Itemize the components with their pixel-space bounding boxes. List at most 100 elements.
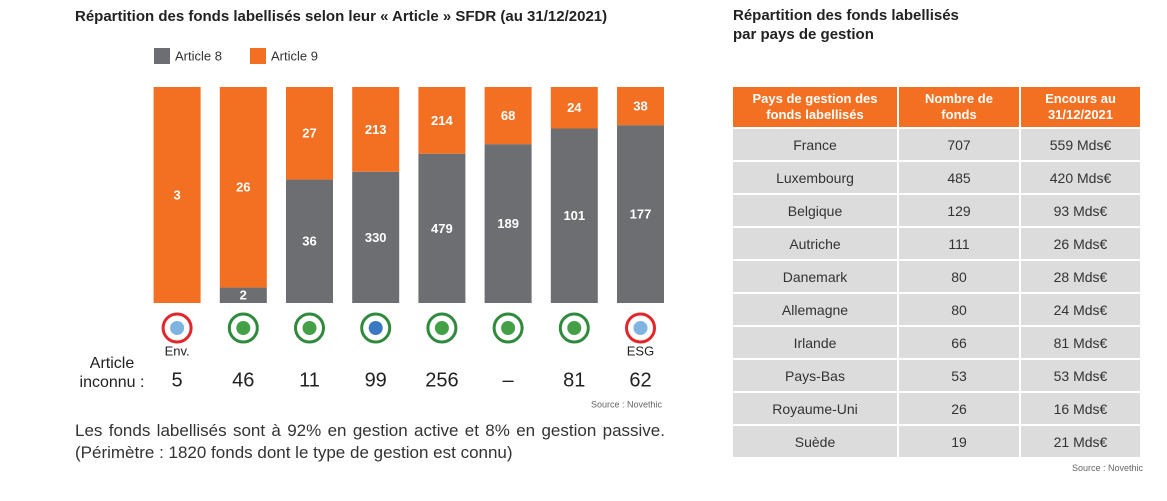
header-line: fonds labellisés [766, 107, 864, 122]
table-title-line: par pays de gestion [733, 26, 874, 43]
row: Irlande 66 81 Mds€ [733, 327, 1140, 358]
value-label: 2 [240, 288, 247, 303]
cell: 26 Mds€ [1021, 228, 1140, 259]
cell: Danemark [733, 261, 897, 292]
bar-segment [484, 144, 532, 303]
unknown-label: Article [90, 355, 135, 372]
row: Royaume-Uni 26 16 Mds€ [733, 393, 1140, 424]
cell: 24 Mds€ [1021, 294, 1140, 325]
bar-segment [219, 287, 267, 303]
cell: Suède [733, 426, 897, 457]
cell: France [733, 129, 897, 160]
chart: Répartition des fonds labellisés selon l… [75, 8, 664, 409]
cell: 66 [899, 327, 1019, 358]
row: Danemark 80 28 Mds€ [733, 261, 1140, 292]
label-icon [360, 312, 392, 344]
header-line: Nombre de [925, 91, 993, 106]
icon-core [368, 321, 383, 335]
cell: 420 Mds€ [1021, 162, 1140, 193]
icon-core [567, 321, 582, 335]
header-line: fonds [941, 107, 977, 122]
row: Suède 19 21 Mds€ [733, 426, 1140, 457]
header-line: Encours au [1045, 91, 1116, 106]
unknown-value: 5 [172, 369, 183, 391]
row: Autriche 111 26 Mds€ [733, 228, 1140, 259]
cell: Allemagne [733, 294, 897, 325]
cell: Autriche [733, 228, 897, 259]
label-icon [294, 312, 325, 344]
bar-segment [617, 87, 664, 126]
bar-segment [286, 179, 333, 303]
header-line: Pays de gestion des [752, 91, 878, 106]
cell: 81 Mds€ [1021, 327, 1140, 358]
row: Pays-Bas 53 53 Mds€ [733, 360, 1140, 391]
source: Source : Novethic [591, 399, 663, 409]
icon-core [501, 321, 516, 335]
cell: 80 [899, 261, 1019, 292]
bar-segment [484, 87, 532, 145]
chart-title: Répartition des fonds labellisés selon l… [75, 8, 607, 25]
header-line: 31/12/2021 [1047, 107, 1114, 122]
value-label: 68 [501, 108, 515, 123]
value-label: 330 [365, 230, 387, 245]
cell: 93 Mds€ [1021, 195, 1140, 226]
bar-segment [219, 87, 267, 288]
table-source: Source : Novethic [1071, 463, 1143, 473]
row: France 707 559 Mds€ [733, 129, 1140, 160]
cell: Royaume-Uni [733, 393, 897, 424]
label-icon [161, 312, 193, 344]
bar-segment [550, 87, 598, 129]
label-icon [492, 312, 524, 344]
value-label: 479 [431, 221, 453, 236]
unknown-value: 46 [232, 369, 254, 391]
cell: 53 Mds€ [1021, 360, 1140, 391]
icon-core [302, 321, 317, 335]
value-label: 38 [633, 99, 647, 114]
value-label: 27 [302, 126, 316, 141]
cell: 19 [899, 426, 1019, 457]
table: Pays de gestion des fonds labellisés Nombr… [731, 85, 1142, 459]
legend-label: Article 9 [271, 48, 318, 63]
note: Les fonds labellisés sont à 92% en gesti… [75, 421, 665, 462]
unknown-value: – [503, 369, 515, 391]
unknown-value: 62 [629, 369, 651, 391]
cell: 707 [899, 129, 1019, 160]
icon-core [170, 321, 185, 335]
bar-segment [418, 153, 466, 303]
unknown-label: inconnu : [80, 374, 145, 391]
value-label: 24 [567, 100, 582, 115]
header-cell: Encours au 31/12/2021 [1021, 87, 1140, 127]
value-label: 214 [431, 113, 453, 128]
legend-swatch [154, 48, 170, 64]
bar-segment [153, 87, 201, 303]
cell: 26 [899, 393, 1019, 424]
value-label: 177 [630, 207, 652, 222]
bar-segment [617, 125, 664, 303]
row: Belgique 129 93 Mds€ [733, 195, 1140, 226]
cell: 485 [899, 162, 1019, 193]
unknown-value: 99 [365, 369, 387, 391]
label-icon [625, 312, 656, 344]
cell: 53 [899, 360, 1019, 391]
row: Luxembourg 485 420 Mds€ [733, 162, 1140, 193]
header-cell: Pays de gestion des fonds labellisés [733, 87, 897, 127]
value-label: 36 [302, 234, 316, 249]
value-label: 26 [236, 180, 250, 195]
icon-core [633, 321, 648, 335]
value-label: 101 [563, 208, 585, 223]
unknown-value: 256 [425, 369, 458, 391]
cell: Belgique [733, 195, 897, 226]
bar-segment [418, 87, 466, 154]
cell: 111 [899, 228, 1019, 259]
legend-label: Article 8 [175, 48, 222, 63]
cell: Luxembourg [733, 162, 897, 193]
cell: 559 Mds€ [1021, 129, 1140, 160]
bar-segment [352, 171, 400, 303]
x-tick-label: ESG [627, 343, 654, 358]
table-title: Répartition des fonds labellisés par pay… [733, 6, 959, 44]
icon-core [434, 321, 449, 335]
label-icon [558, 312, 590, 344]
bar-segment [286, 87, 333, 180]
cell: Pays-Bas [733, 360, 897, 391]
